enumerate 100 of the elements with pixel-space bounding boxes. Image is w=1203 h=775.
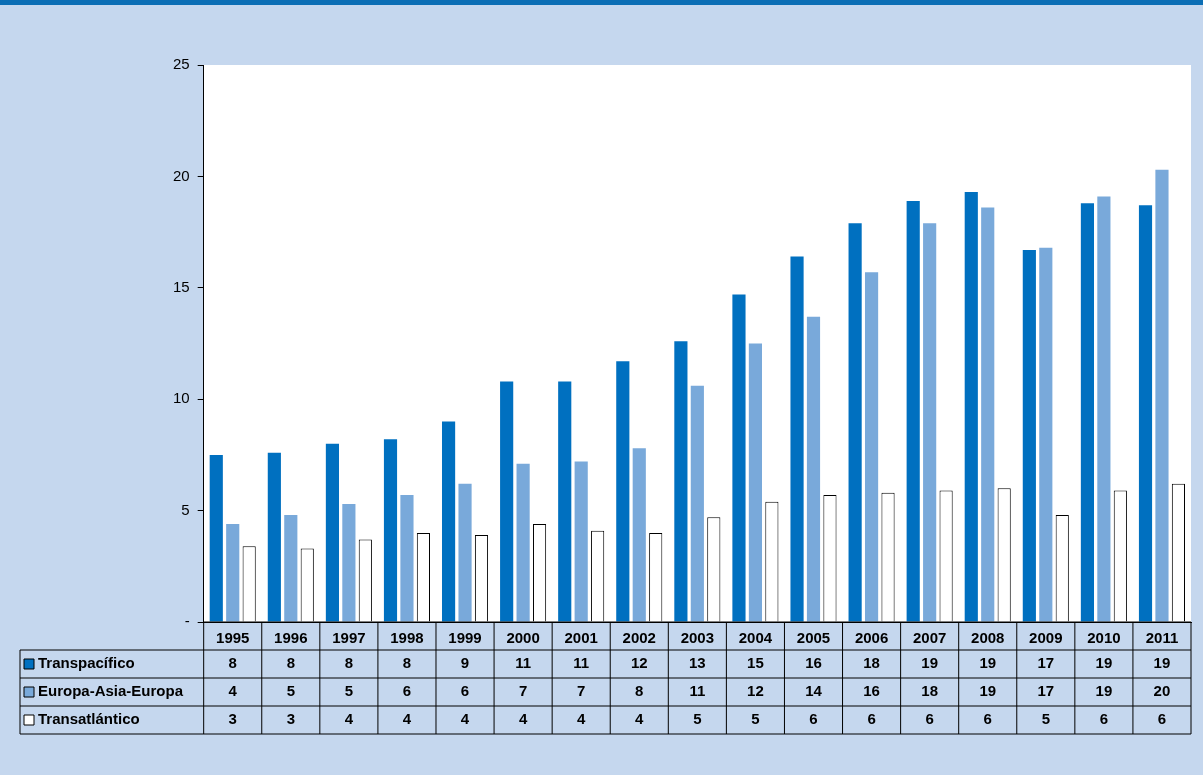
- data-label: 12: [747, 682, 764, 700]
- data-label: 11: [515, 654, 532, 672]
- bar: [400, 495, 414, 622]
- data-label: 19: [1153, 654, 1171, 672]
- data-label: 4: [577, 710, 587, 728]
- bar: [1155, 169, 1169, 622]
- bar: [981, 207, 995, 622]
- data-label: 12: [630, 654, 648, 672]
- bar: [458, 483, 472, 622]
- data-label: 4: [460, 710, 470, 728]
- data-label: 6: [809, 710, 818, 728]
- bar: [690, 385, 704, 622]
- data-label: 19: [979, 682, 997, 700]
- data-label: 16: [863, 682, 880, 700]
- bar: [500, 381, 514, 622]
- bar: [1080, 203, 1095, 622]
- bar: [325, 443, 340, 622]
- bar: [1138, 205, 1153, 622]
- x-tick-label: 2008: [971, 629, 1005, 647]
- data-label: 3: [286, 710, 295, 728]
- data-label: 8: [402, 654, 412, 672]
- data-label: 3: [228, 710, 237, 728]
- bar: [209, 454, 223, 622]
- bar: [267, 452, 281, 622]
- data-label: 18: [863, 654, 880, 672]
- x-tick-label: 1996: [274, 629, 308, 647]
- bar: [574, 461, 588, 622]
- bar: [632, 448, 646, 622]
- x-tick-label: 2002: [622, 629, 656, 647]
- data-label: 6: [1157, 710, 1167, 728]
- data-label: 19: [1095, 654, 1113, 672]
- bar: [558, 381, 572, 622]
- x-tick-label: 2000: [506, 629, 540, 647]
- legend-label: Europa-Asia-Europa: [38, 682, 184, 700]
- data-label: 19: [979, 654, 997, 672]
- y-tick-label: 10: [173, 389, 190, 407]
- bar: [674, 341, 688, 622]
- data-label: 5: [286, 682, 295, 700]
- x-tick-label: 1998: [390, 629, 424, 647]
- bar: [923, 223, 937, 622]
- y-tick-label: -: [184, 612, 190, 630]
- bar: [516, 463, 530, 622]
- bar: [806, 316, 821, 622]
- data-label: 6: [1099, 710, 1109, 728]
- y-tick-label: 20: [173, 166, 190, 184]
- x-tick-label: 1999: [448, 629, 482, 647]
- data-label: 14: [805, 682, 823, 700]
- data-label: 8: [635, 682, 644, 700]
- bar: [616, 361, 630, 622]
- data-label: 6: [983, 710, 992, 728]
- data-label: 6: [925, 710, 934, 728]
- data-label: 11: [573, 654, 590, 672]
- x-tick-label: 2005: [796, 629, 831, 647]
- bar: [906, 200, 920, 622]
- x-tick-label: 2010: [1087, 629, 1121, 647]
- x-tick-label: 2004: [738, 629, 773, 647]
- legend-label: Transatlántico: [38, 710, 140, 728]
- data-label: 5: [1041, 710, 1050, 728]
- data-label: 17: [1037, 654, 1055, 672]
- data-label: 17: [1037, 682, 1055, 700]
- y-tick-label: 15: [173, 277, 190, 295]
- data-label: 4: [635, 710, 645, 728]
- data-label: 11: [689, 682, 706, 700]
- x-tick-label: 1997: [332, 629, 366, 647]
- data-label: 4: [228, 682, 238, 700]
- x-tick-label: 2003: [680, 629, 715, 647]
- data-label: 4: [344, 710, 354, 728]
- data-label: 8: [228, 654, 237, 672]
- data-label: 5: [344, 682, 354, 700]
- bar: [964, 192, 978, 622]
- y-tick-label: 25: [173, 55, 190, 73]
- bar: [748, 343, 762, 622]
- bar: [1039, 247, 1053, 622]
- bar: [1097, 196, 1111, 622]
- bar: [848, 223, 862, 622]
- bar: [732, 294, 746, 622]
- x-tick-label: 2011: [1145, 629, 1179, 647]
- bar: [1022, 249, 1036, 622]
- data-label: 20: [1153, 682, 1171, 700]
- data-label: 19: [1095, 682, 1113, 700]
- y-tick-label: 5: [181, 500, 190, 518]
- data-label: 4: [518, 710, 528, 728]
- data-label: 6: [867, 710, 876, 728]
- data-label: 6: [460, 682, 470, 700]
- data-label: 19: [921, 654, 938, 672]
- data-label: 8: [344, 654, 354, 672]
- x-tick-label: 1995: [216, 629, 250, 647]
- data-label: 15: [747, 654, 764, 672]
- data-label: 16: [805, 654, 822, 672]
- x-tick-label: 2001: [564, 629, 598, 647]
- x-tick-label: 2007: [912, 629, 947, 647]
- data-label: 9: [460, 654, 470, 672]
- bar: [790, 256, 804, 622]
- x-tick-label: 2006: [854, 629, 889, 647]
- data-label: 6: [402, 682, 412, 700]
- bar: [864, 272, 879, 622]
- x-tick-label: 2009: [1029, 629, 1063, 647]
- data-label: 4: [402, 710, 412, 728]
- legend-label: Transpacífico: [38, 654, 135, 672]
- bar: [442, 421, 456, 622]
